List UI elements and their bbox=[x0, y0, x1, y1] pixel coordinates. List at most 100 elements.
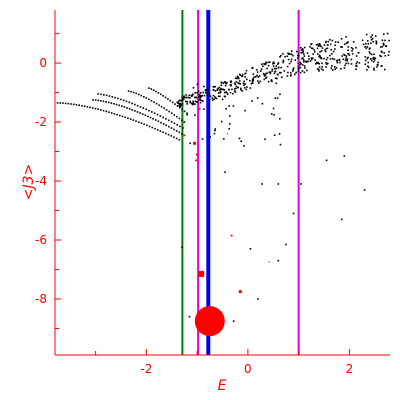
scatter-point bbox=[329, 43, 332, 46]
scatter-point bbox=[323, 57, 325, 60]
scatter-point bbox=[151, 126, 154, 129]
scatter-point bbox=[152, 118, 154, 120]
scatter-point bbox=[219, 91, 222, 94]
scatter-point bbox=[179, 105, 181, 108]
scatter-point bbox=[317, 61, 320, 64]
scatter-point bbox=[121, 105, 123, 107]
scatter-point bbox=[365, 42, 367, 45]
scatter-point bbox=[384, 68, 386, 71]
scatter-point bbox=[320, 45, 322, 48]
scatter-point bbox=[264, 138, 266, 141]
scatter-point bbox=[319, 55, 321, 58]
scatter-point bbox=[135, 92, 138, 95]
scatter-point bbox=[312, 47, 314, 50]
scatter-point bbox=[118, 104, 120, 107]
scatter-point bbox=[264, 74, 267, 76]
scatter-point bbox=[244, 76, 246, 78]
scatter-point bbox=[351, 50, 353, 52]
scatter-point bbox=[343, 53, 345, 56]
scatter-point bbox=[327, 40, 330, 43]
scatter-point bbox=[338, 59, 341, 62]
scatter-point bbox=[188, 315, 191, 318]
scatter-point bbox=[331, 57, 334, 60]
scatter-point bbox=[192, 87, 195, 89]
scatter-point bbox=[167, 133, 170, 136]
scatter-point bbox=[149, 116, 152, 119]
scatter-point bbox=[199, 99, 202, 102]
scatter-point bbox=[223, 89, 226, 91]
scatter-point bbox=[386, 32, 389, 35]
scatter-point bbox=[59, 102, 62, 104]
scatter-point bbox=[334, 48, 336, 50]
scatter-point bbox=[114, 96, 116, 99]
scatter-point bbox=[297, 70, 300, 72]
scatter-point bbox=[232, 92, 234, 95]
scatter-point bbox=[324, 41, 327, 44]
scatter-point bbox=[367, 42, 370, 45]
scatter-point bbox=[374, 35, 377, 37]
scatter-point bbox=[222, 88, 224, 91]
scatter-point bbox=[137, 93, 140, 96]
scatter-point bbox=[129, 118, 132, 120]
scatter-point bbox=[158, 104, 160, 106]
scatter-point bbox=[372, 57, 374, 60]
scatter-point bbox=[216, 88, 219, 91]
scatter-point bbox=[267, 61, 269, 64]
scatter-point bbox=[157, 92, 160, 94]
scatter-point bbox=[307, 55, 310, 57]
scatter-point bbox=[126, 107, 128, 109]
scatter-point bbox=[191, 102, 193, 105]
scatter-point bbox=[180, 104, 183, 107]
scatter-point bbox=[265, 77, 267, 80]
scatter-point bbox=[147, 115, 149, 118]
scatter-point bbox=[366, 40, 369, 42]
scatter-point bbox=[213, 132, 216, 135]
scatter-point bbox=[387, 54, 390, 57]
scatter-point bbox=[376, 66, 378, 68]
x-axis-title: E bbox=[218, 378, 227, 394]
scatter-point bbox=[255, 75, 257, 78]
scatter-point bbox=[262, 65, 264, 68]
scatter-point bbox=[375, 40, 377, 43]
scatter-point bbox=[182, 127, 184, 129]
scatter-point bbox=[384, 39, 386, 42]
scatter-point bbox=[235, 80, 238, 83]
scatter-point bbox=[208, 99, 210, 101]
scatter-point bbox=[368, 48, 371, 50]
scatter-point bbox=[287, 58, 290, 61]
scatter-point bbox=[269, 71, 272, 74]
scatter-point bbox=[303, 65, 306, 67]
scatter-point bbox=[303, 55, 306, 57]
scatter-point bbox=[303, 46, 306, 49]
scatter-point bbox=[199, 97, 201, 100]
scatter-point bbox=[300, 62, 302, 65]
scatter-point bbox=[127, 117, 129, 120]
scatter-point bbox=[261, 183, 263, 185]
scatter-point bbox=[194, 103, 196, 105]
scatter-point bbox=[251, 82, 254, 84]
scatter-point bbox=[380, 65, 383, 67]
scatter-point bbox=[198, 94, 201, 96]
ticks: -2 0 2 0 -2 -4 -6 -8 bbox=[35, 33, 353, 376]
scatter-point bbox=[272, 61, 275, 63]
scatter-point bbox=[366, 57, 369, 60]
scatter-point bbox=[148, 125, 151, 128]
scatter-point bbox=[292, 68, 295, 71]
scatter-point bbox=[373, 67, 375, 70]
scatter-point bbox=[132, 119, 135, 121]
scatter-point bbox=[140, 94, 143, 97]
scatter-point bbox=[182, 98, 185, 100]
scatter-point bbox=[335, 60, 338, 62]
scatter-point bbox=[250, 82, 253, 85]
scatter-point bbox=[266, 67, 268, 70]
scatter-point bbox=[234, 91, 237, 93]
scatter-point bbox=[297, 52, 300, 55]
scatter-point bbox=[185, 94, 187, 96]
scatter-point bbox=[154, 127, 156, 130]
scatter-point bbox=[253, 76, 255, 78]
scatter-point bbox=[206, 89, 209, 91]
scatter-point bbox=[275, 65, 278, 67]
scatter-point bbox=[159, 115, 162, 117]
scatter-point bbox=[371, 37, 374, 40]
scatter-point bbox=[299, 66, 302, 69]
